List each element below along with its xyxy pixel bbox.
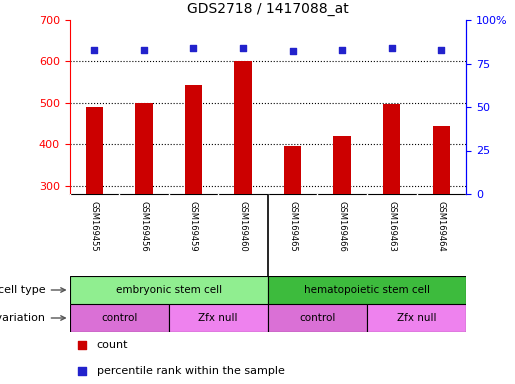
Bar — [70, 304, 168, 332]
Point — [78, 368, 86, 374]
Text: GSM169465: GSM169465 — [288, 200, 297, 251]
Text: control: control — [101, 313, 138, 323]
Point — [338, 46, 346, 53]
Point — [388, 45, 396, 51]
Text: GSM169463: GSM169463 — [387, 200, 396, 252]
Point — [78, 342, 86, 348]
Text: hematopoietic stem cell: hematopoietic stem cell — [304, 285, 430, 295]
Point — [288, 48, 297, 55]
Bar — [383, 104, 400, 194]
Text: GSM169466: GSM169466 — [338, 200, 347, 252]
Bar — [135, 103, 152, 194]
Text: embryonic stem cell: embryonic stem cell — [115, 285, 222, 295]
Bar — [234, 61, 252, 194]
Bar — [168, 304, 268, 332]
Point — [90, 46, 98, 53]
Bar — [70, 276, 268, 304]
Text: genotype/variation: genotype/variation — [0, 313, 65, 323]
Text: GSM169455: GSM169455 — [90, 200, 99, 251]
Text: GSM169464: GSM169464 — [437, 200, 446, 251]
Text: count: count — [97, 340, 128, 350]
Text: GSM169460: GSM169460 — [238, 200, 248, 251]
Bar — [334, 136, 351, 194]
Point — [437, 46, 445, 53]
Text: control: control — [299, 313, 336, 323]
Bar — [185, 85, 202, 194]
Title: GDS2718 / 1417088_at: GDS2718 / 1417088_at — [187, 2, 349, 16]
Text: percentile rank within the sample: percentile rank within the sample — [97, 366, 285, 376]
Text: cell type: cell type — [0, 285, 65, 295]
Point — [140, 46, 148, 53]
Text: GSM169459: GSM169459 — [189, 200, 198, 251]
Bar — [433, 126, 450, 194]
Point — [239, 45, 247, 51]
Point — [190, 45, 198, 51]
Bar — [367, 304, 466, 332]
Text: GSM169456: GSM169456 — [140, 200, 148, 251]
Bar — [268, 304, 367, 332]
Text: Zfx null: Zfx null — [198, 313, 238, 323]
Bar — [284, 146, 301, 194]
Bar — [85, 107, 103, 194]
Text: Zfx null: Zfx null — [397, 313, 436, 323]
Bar — [268, 276, 466, 304]
